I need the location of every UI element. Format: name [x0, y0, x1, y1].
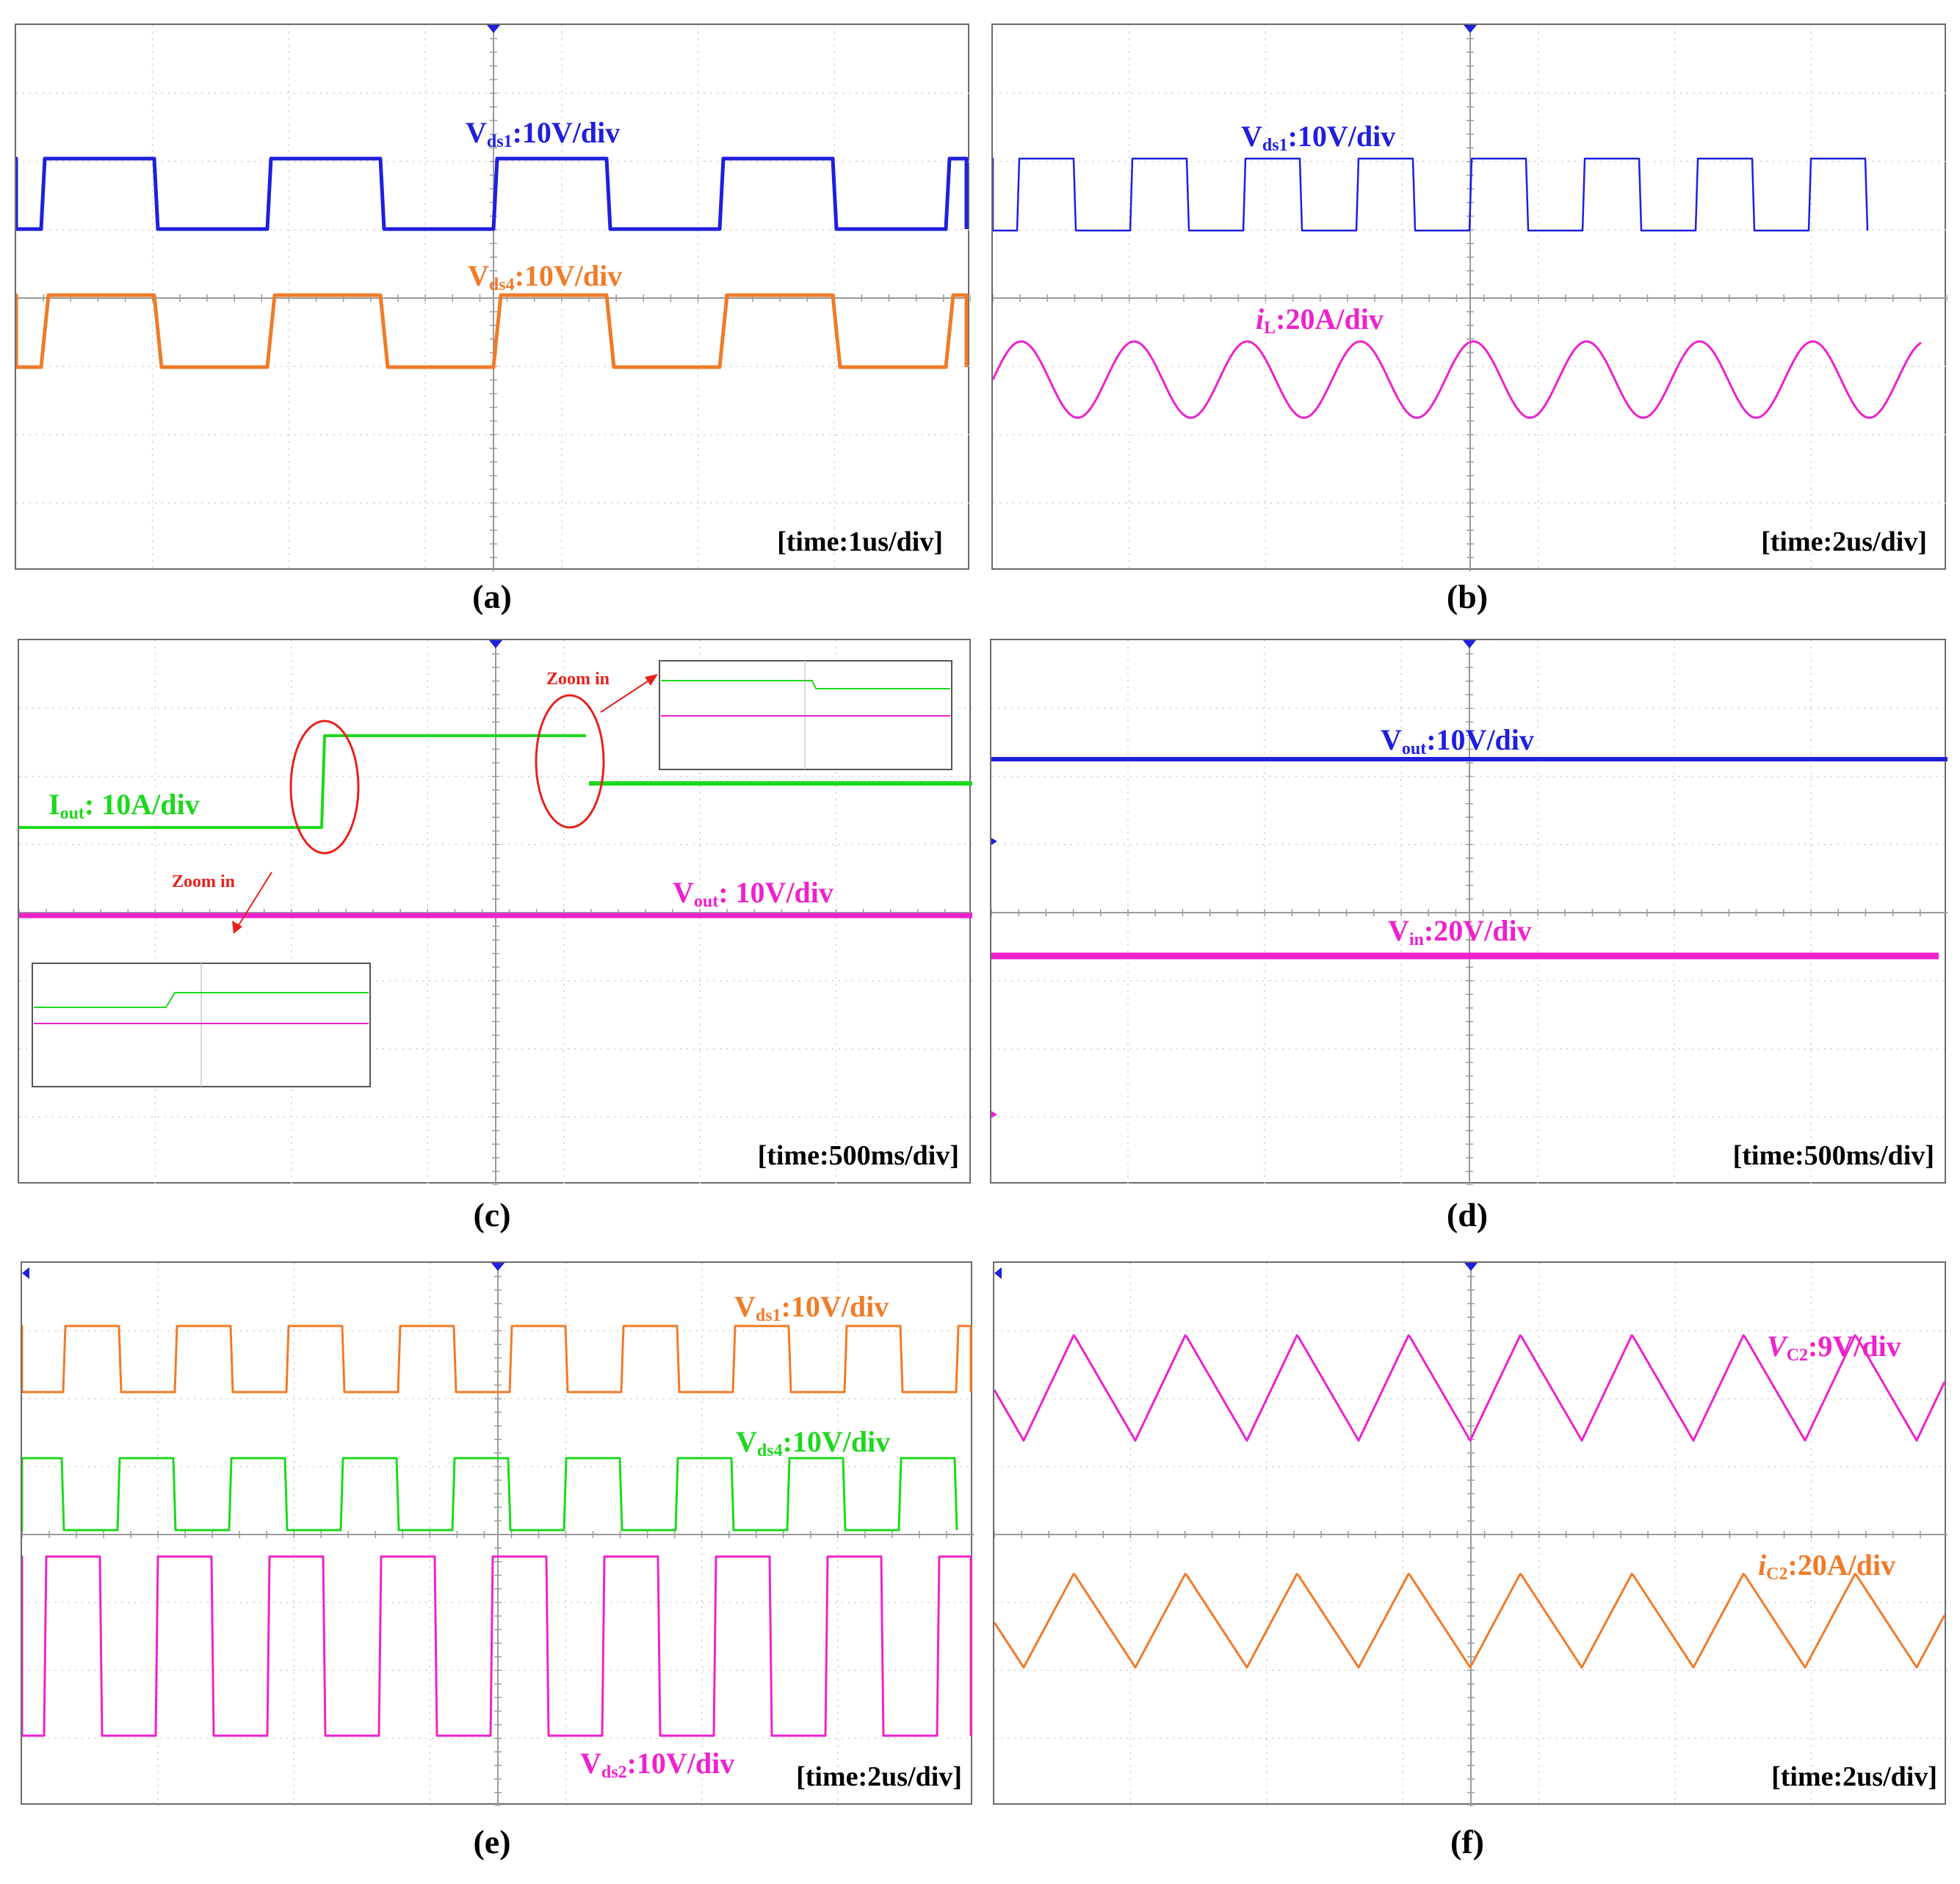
trigger-marker	[489, 640, 502, 648]
series-iout-seg1	[19, 734, 586, 829]
graticule	[993, 25, 1948, 571]
caption-e: (e)	[473, 1823, 511, 1861]
zoom-ellipse-2	[535, 694, 605, 829]
graticule	[22, 1263, 974, 1806]
graticule	[16, 25, 971, 571]
series-il	[993, 340, 1922, 419]
label-il-b: iL:20A/div	[1256, 302, 1384, 338]
panel-b: Vds1:10V/div iL:20A/div [time:2us/div]	[991, 23, 1948, 571]
panel-f: VC2:9V/div iC2:20A/div [time:2us/div]	[993, 1261, 1948, 1806]
zoom-ellipse-1	[289, 720, 360, 855]
series-vds1	[16, 156, 969, 231]
timebase-b: [time:2us/div]	[1761, 526, 1927, 557]
label-vds1-e: Vds1:10V/div	[734, 1290, 889, 1325]
timebase-d: [time:500ms/div]	[1732, 1140, 1934, 1171]
zoom-arrow-head-1	[645, 674, 658, 686]
caption-d: (d)	[1446, 1196, 1489, 1233]
scope-grid-b	[993, 25, 1948, 571]
series-vds2	[22, 1555, 972, 1737]
zoom-label-2: Zoom in	[172, 872, 236, 891]
series-vds1	[993, 157, 1869, 232]
label-vout-c: Vout: 10V/div	[673, 876, 833, 911]
series-vds4	[16, 293, 969, 369]
graticule	[994, 1263, 1948, 1806]
ch-marker-blue	[991, 838, 997, 845]
label-ic2-f: iC2:20A/div	[1758, 1548, 1896, 1584]
scope-grid-d	[991, 640, 1948, 1185]
caption-c: (c)	[473, 1196, 511, 1233]
trigger-marker	[491, 1263, 505, 1271]
ch-marker-left	[22, 1267, 29, 1279]
trigger-marker	[1464, 25, 1477, 33]
label-iout-c: Iout: 10A/div	[48, 788, 200, 823]
caption-a: (a)	[472, 578, 512, 615]
ch-marker-magenta	[991, 1111, 997, 1118]
caption-b: (b)	[1446, 578, 1489, 615]
series-vds4	[22, 1457, 958, 1532]
label-vds4-e: Vds4:10V/div	[736, 1425, 891, 1460]
scope-grid-e	[22, 1263, 974, 1806]
zoom-label-1: Zoom in	[546, 670, 610, 689]
graticule	[991, 640, 1948, 1185]
trigger-marker	[1463, 640, 1476, 648]
trigger-marker	[487, 25, 500, 33]
zoom-inset-2	[32, 963, 371, 1087]
caption-f: (f)	[1450, 1823, 1484, 1861]
label-vc2-f: VC2:9V/div	[1767, 1330, 1901, 1365]
series-vc2	[994, 1334, 1946, 1442]
series-vds1	[22, 1325, 972, 1394]
ch-marker-left	[994, 1267, 1002, 1279]
label-vds4-a: Vds4:10V/div	[468, 259, 623, 294]
zoom-arrow-head-2	[232, 921, 242, 934]
label-vin-d: Vin:20V/div	[1388, 914, 1532, 949]
label-vds1-b: Vds1:10V/div	[1241, 120, 1396, 155]
panel-a: Vds1:10V/div Vds4:10V/div [time:1us/div]	[15, 23, 971, 571]
zoom-inset-1	[659, 660, 952, 770]
label-vout-d: Vout:10V/div	[1381, 723, 1534, 758]
inset-iout	[661, 680, 950, 689]
timebase-f: [time:2us/div]	[1771, 1761, 1937, 1792]
timebase-c: [time:500ms/div]	[757, 1140, 959, 1171]
graticule	[19, 640, 972, 1185]
timebase-a: [time:1us/div]	[777, 526, 943, 557]
timebase-e: [time:2us/div]	[796, 1761, 962, 1792]
panel-e: Vds1:10V/div Vds4:10V/div Vds2:10V/div […	[21, 1261, 974, 1806]
scope-grid-f	[994, 1263, 1948, 1806]
panel-d: Vout:10V/div Vin:20V/div [time:500ms/div…	[990, 639, 1948, 1185]
series-ic2	[994, 1573, 1946, 1669]
zoom-arrow-1	[600, 675, 657, 713]
label-vds2-e: Vds2:10V/div	[580, 1747, 735, 1782]
inset-iout	[34, 992, 369, 1008]
scope-grid-a	[16, 25, 971, 571]
trigger-marker	[1464, 1263, 1478, 1271]
panel-c: Iout: 10A/div Vout: 10V/div Zoom in Zoom…	[18, 639, 972, 1185]
scope-grid-c	[19, 640, 972, 1185]
label-vds1-a: Vds1:10V/div	[466, 116, 621, 151]
zoom-arrow-2	[234, 872, 272, 932]
